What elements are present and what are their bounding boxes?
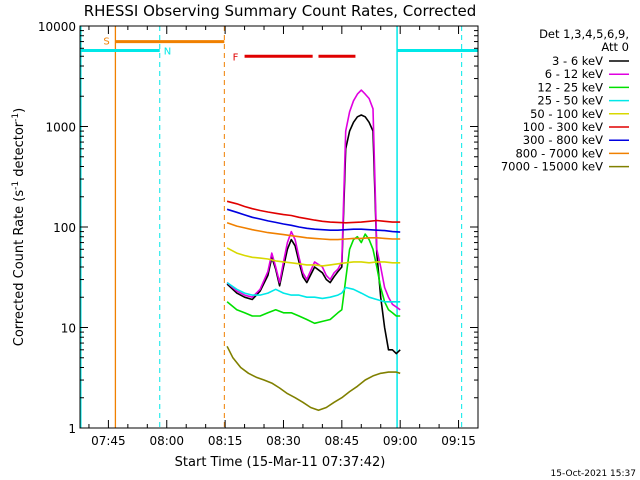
y-axis-ticks: 1 10 100 1000 10000 (38, 20, 478, 436)
x-tick-label: 08:00 (149, 434, 184, 448)
legend-entry-label: 12 - 25 keV (537, 80, 603, 94)
legend-entry-label: 50 - 100 keV (530, 107, 603, 121)
series-line-800-7000-kev-kev (226, 222, 401, 241)
generated-timestamp: 15-Oct-2021 15:37 (551, 469, 636, 479)
plot-area: S N F (80, 26, 478, 428)
y-tick-label: 10000 (38, 20, 76, 34)
night-flag-label: N (164, 47, 171, 58)
x-tick-label: 08:30 (266, 434, 301, 448)
series-line-300-800-kev-kev (226, 208, 401, 233)
legend-header-detectors: Det 1,3,4,5,6,9, (539, 27, 629, 41)
legend-entry-label: 25 - 50 keV (537, 94, 603, 108)
series-line-50-100-kev-kev (226, 247, 401, 267)
series-line-7000-15000-kev-kev (226, 345, 401, 412)
legend-entry-label: 7000 - 15000 keV (501, 160, 603, 174)
x-tick-label: 08:45 (325, 434, 360, 448)
x-axis-label: Start Time (15-Mar-11 07:37:42) (175, 455, 386, 470)
flare-flag-label: F (233, 52, 239, 63)
y-axis-label: Corrected Count Rate (s-1 detector-1) (11, 108, 27, 346)
legend-entry-label: 300 - 800 keV (523, 133, 603, 147)
x-tick-label: 09:00 (383, 434, 418, 448)
x-tick-label: 09:15 (441, 434, 476, 448)
series-line-12-25-kev-kev (226, 233, 401, 325)
legend-entry-label: 3 - 6 keV (552, 54, 603, 68)
chart-title: RHESSI Observing Summary Count Rates, Co… (84, 2, 477, 20)
y-tick-label: 100 (53, 221, 76, 235)
legend-entry-label: 100 - 300 keV (523, 120, 603, 134)
y-tick-label: 1 (68, 422, 76, 436)
saa-flag-label: S (103, 37, 109, 48)
legend-entry-label: 800 - 7000 keV (515, 146, 603, 160)
series-line-25-50-kev-kev (226, 281, 401, 303)
y-tick-label: 10 (61, 322, 76, 336)
plot-frame (79, 25, 479, 429)
y-tick-label: 1000 (45, 121, 76, 135)
series-line-6-12-kev-kev (226, 89, 401, 311)
x-tick-label: 07:45 (91, 434, 126, 448)
series-line-100-300-kev-kev (226, 200, 401, 224)
legend-entry-label: 6 - 12 keV (545, 67, 603, 81)
legend-header-attenuator: Att 0 (601, 40, 629, 54)
x-axis-ticks: 07:45 08:00 08:15 08:30 08:45 09:00 09:15 (88, 26, 479, 448)
x-tick-label: 08:15 (208, 434, 243, 448)
